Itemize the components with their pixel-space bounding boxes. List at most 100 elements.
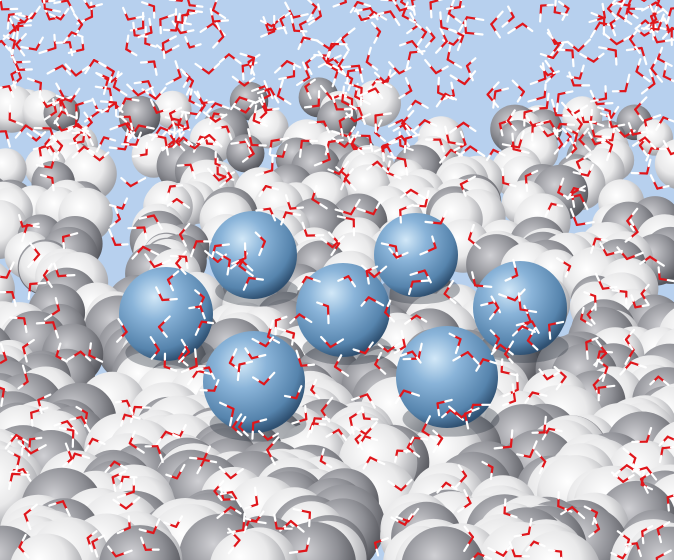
water-molecule [26,131,47,142]
water-molecule [656,521,671,544]
water-molecule [279,519,305,533]
water-molecule [662,62,674,83]
water-molecule [435,27,448,54]
water-molecule [334,198,361,216]
water-molecule [403,133,421,154]
water-molecule [62,442,73,468]
water-molecule [0,261,15,279]
water-molecule [257,430,279,441]
water-molecule [41,0,56,3]
water-molecule [252,104,268,127]
water-molecule [17,364,29,390]
water-molecule [27,281,47,300]
water-molecule [33,126,57,143]
water-molecule [630,294,650,309]
water-molecule [501,130,525,149]
water-molecule [20,36,44,51]
water-molecule [11,24,32,40]
water-molecule [83,0,104,9]
water-molecule [58,426,75,448]
water-molecule [638,135,649,156]
water-molecule [360,296,385,307]
water-molecule [128,430,145,454]
water-molecule [38,142,54,166]
water-molecule [453,130,467,152]
water-molecule [62,31,84,44]
water-molecule [0,343,8,365]
water-molecule [616,0,633,26]
water-molecule [404,314,428,325]
water-molecule [449,70,477,86]
water-molecule [169,106,183,130]
water-molecule [412,190,430,208]
water-molecule [611,289,628,305]
water-molecule [0,291,17,307]
water-molecule [0,0,19,11]
water-molecule [219,165,233,188]
water-molecule [236,360,254,382]
water-molecule [475,358,498,372]
water-molecule [656,46,673,68]
water-molecule [419,235,437,256]
water-molecule [452,351,480,365]
water-molecule [393,329,406,354]
water-molecule [616,530,631,554]
water-molecule [214,125,233,141]
water-molecule [202,111,228,123]
water-molecule [463,525,474,553]
water-molecule [650,57,664,83]
water-molecule [308,3,322,26]
water-molecule [458,16,485,33]
water-molecule [116,115,134,131]
water-molecule [589,85,608,103]
water-molecule [7,450,21,475]
water-molecule [184,35,202,49]
water-molecule [626,207,639,232]
water-molecule [458,145,486,157]
water-molecule [352,341,374,355]
water-molecule [108,228,129,246]
water-molecule [485,148,506,162]
water-molecule [61,232,79,250]
water-molecule [492,87,509,109]
water-molecule [108,197,129,210]
water-molecule [649,174,670,190]
water-molecule [168,0,184,2]
water-molecule [284,194,304,210]
water-molecule [436,481,458,494]
water-molecule [531,415,547,434]
water-molecule [127,226,148,240]
water-molecule [365,265,379,285]
water-molecule [437,76,455,101]
water-molecule [111,470,127,492]
water-molecule [30,406,49,427]
water-molecule [216,506,242,520]
water-molecule [593,339,608,366]
water-molecule [421,415,438,442]
water-molecule [290,14,308,33]
water-molecule [95,136,117,153]
water-molecule [116,515,131,535]
water-molecule [22,338,35,363]
water-molecule [399,188,427,200]
water-molecule [511,325,537,337]
water-molecule [199,379,220,392]
water-molecule [43,98,58,121]
water-molecule [181,71,194,96]
water-molecule [129,124,155,139]
water-molecule [266,319,281,344]
water-molecule [296,61,311,87]
water-molecule [6,12,23,30]
water-molecule [175,131,186,152]
water-molecule [132,142,148,158]
water-molecule [555,257,572,278]
water-molecule [313,144,331,167]
water-molecule [231,75,256,87]
water-molecule [640,283,650,306]
water-molecule [443,279,457,304]
water-molecule [481,460,494,481]
water-molecule [632,136,657,150]
water-molecule [588,516,601,538]
water-molecule [0,386,6,407]
water-molecule [310,378,321,400]
